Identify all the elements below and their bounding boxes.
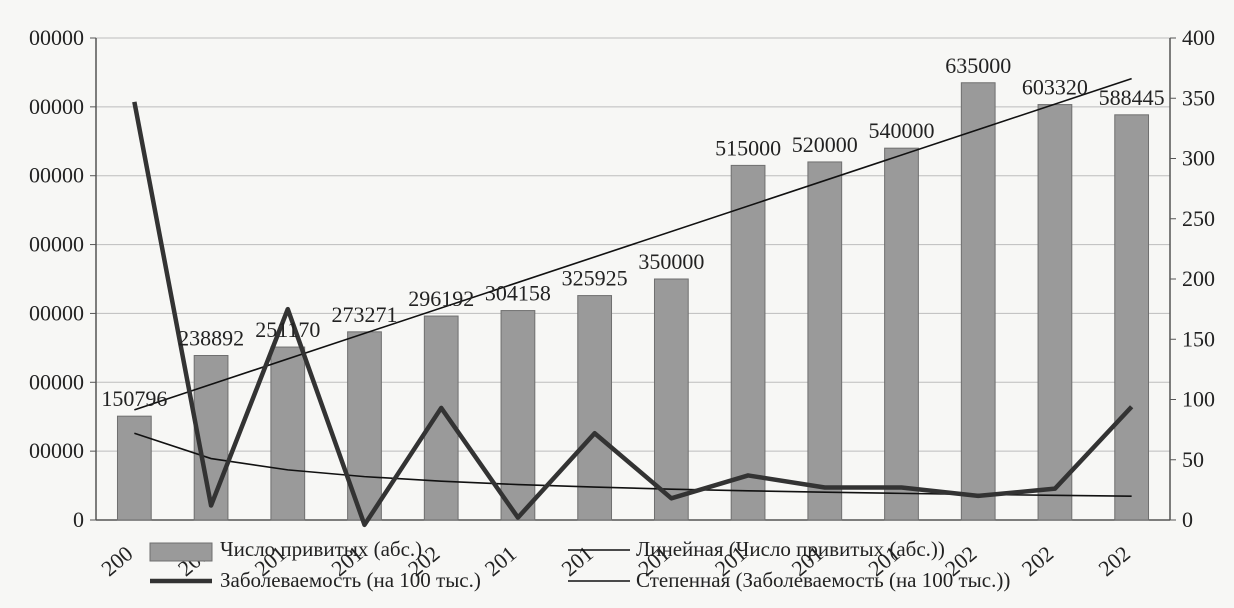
right-tick-label: 200 — [1182, 266, 1215, 291]
bar-data-label: 304158 — [485, 281, 551, 306]
linear-trendline — [134, 77, 1132, 411]
left-tick-label: 00000 — [29, 25, 84, 50]
right-tick-label: 100 — [1182, 387, 1215, 412]
right-tick-label: 350 — [1182, 85, 1215, 110]
bar — [577, 295, 613, 521]
bar — [653, 278, 689, 521]
bar — [1114, 114, 1150, 521]
legend-label-incidence: Заболеваемость (на 100 тыс.) — [220, 568, 481, 592]
left-tick-label: 00000 — [29, 438, 84, 463]
bar-data-label: 296192 — [408, 286, 474, 311]
bar — [423, 315, 459, 521]
left-tick-label: 00000 — [29, 232, 84, 257]
bar — [730, 164, 766, 521]
bar — [807, 161, 843, 521]
bar-data-label: 325925 — [562, 266, 628, 291]
right-tick-label: 50 — [1182, 447, 1204, 472]
bar — [116, 415, 152, 521]
x-tick-label: 201 — [480, 541, 521, 581]
right-tick-label: 0 — [1182, 507, 1193, 532]
bar-data-label: 520000 — [792, 132, 858, 157]
legend-label-power: Степенная (Заболеваемость (на 100 тыс.)) — [636, 568, 1010, 592]
legend-label-bars: Число привитых (абс.) — [220, 537, 422, 561]
bar-data-label: 150796 — [101, 386, 167, 411]
bar — [884, 147, 919, 521]
bar-data-label: 540000 — [869, 118, 935, 143]
right-tick-label: 250 — [1182, 206, 1215, 231]
left-tick-label: 00000 — [29, 163, 84, 188]
right-tick-label: 300 — [1182, 146, 1215, 171]
bar — [270, 346, 306, 521]
bar-data-label: 238892 — [178, 326, 244, 351]
bar-data-label: 251170 — [255, 317, 320, 342]
bar — [960, 82, 996, 521]
bar-data-label: 603320 — [1022, 75, 1088, 100]
incidence-line — [132, 101, 1134, 528]
right-tick-label: 400 — [1182, 25, 1215, 50]
left-tick-label: 00000 — [29, 369, 84, 394]
legend-swatch-bars — [149, 542, 213, 562]
bar — [1037, 104, 1073, 521]
bar-data-label: 635000 — [945, 53, 1011, 78]
bar-data-label: 350000 — [638, 249, 704, 274]
bar-data-label: 273271 — [332, 302, 398, 327]
left-tick-label: 00000 — [29, 300, 84, 325]
x-tick-label: 202 — [1017, 541, 1058, 581]
bar-data-label: 515000 — [715, 135, 781, 160]
x-tick-label: 202 — [1094, 541, 1135, 581]
x-tick-label: 201 — [557, 541, 598, 581]
bar — [500, 310, 536, 521]
left-tick-label: 00000 — [29, 94, 84, 119]
left-tick-label: 0 — [73, 507, 84, 532]
right-tick-label: 150 — [1182, 326, 1215, 351]
x-tick-label: 200 — [96, 541, 137, 581]
bar-data-label: 588445 — [1099, 85, 1165, 110]
legend-label-linear: Линейная (Число привитых (абс.)) — [636, 537, 945, 561]
